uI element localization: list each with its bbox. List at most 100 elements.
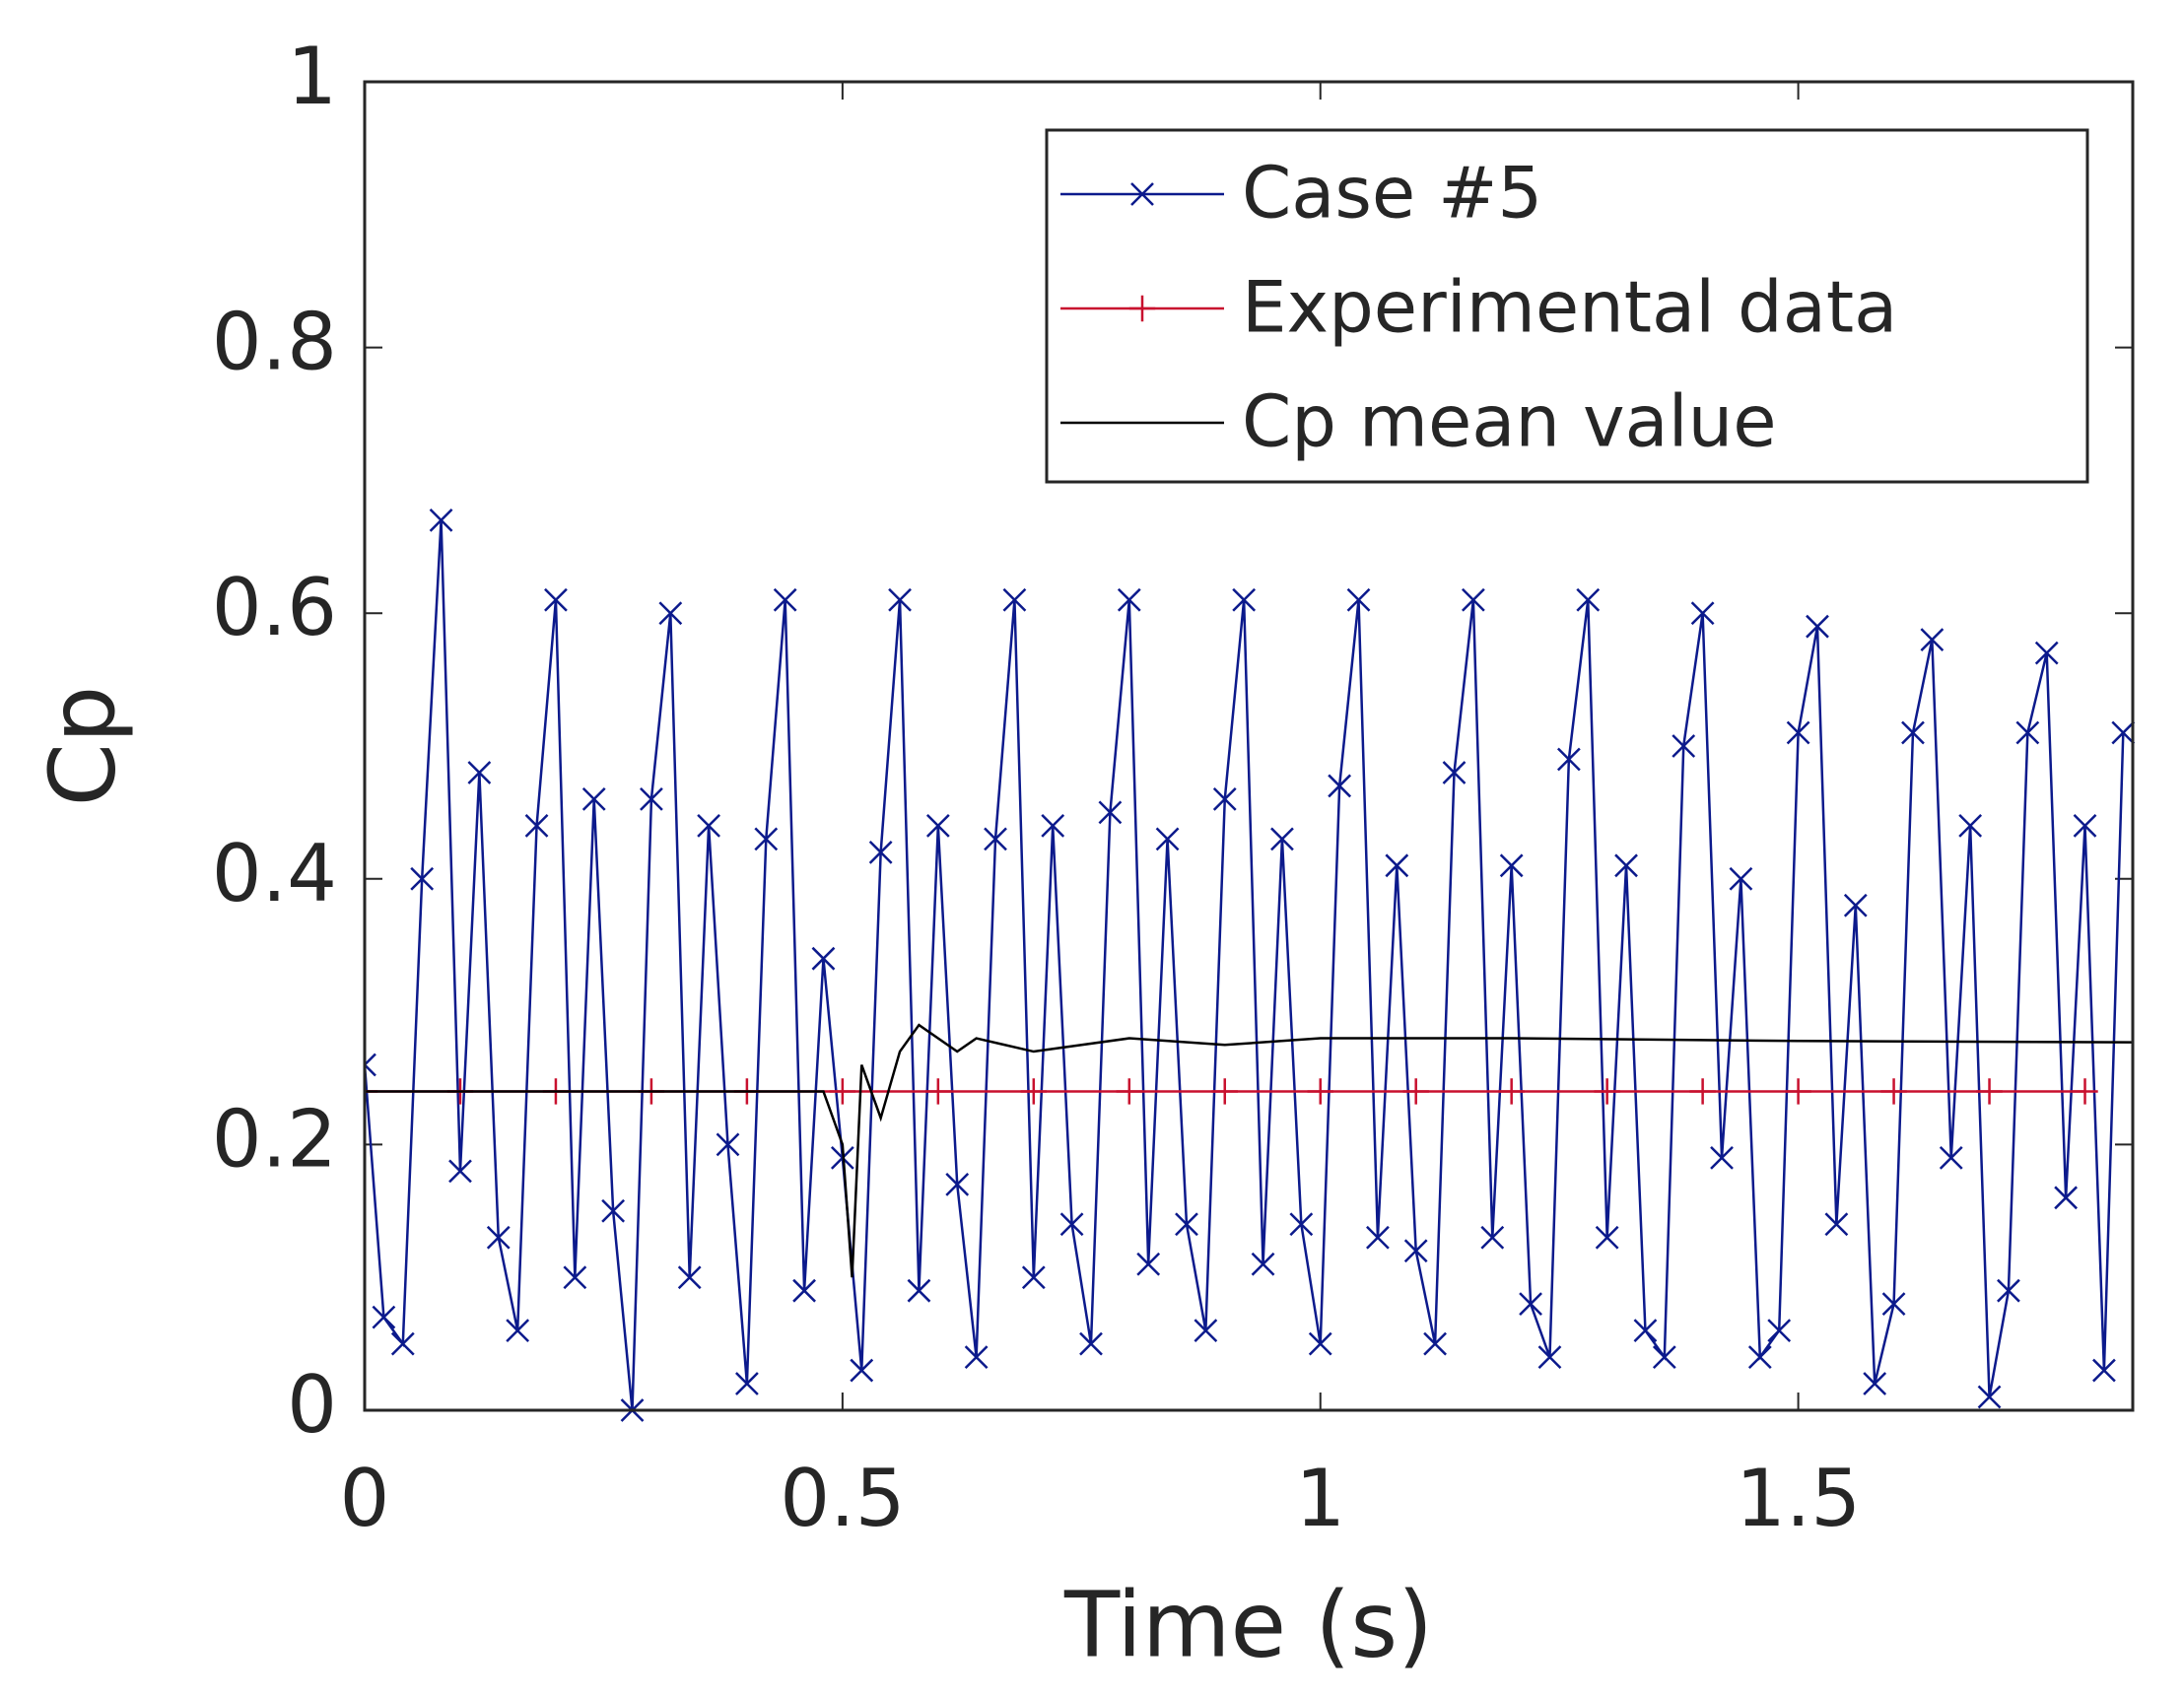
legend-label: Experimental data bbox=[1242, 266, 1897, 349]
marker bbox=[1939, 1145, 1963, 1170]
marker bbox=[640, 787, 663, 811]
series-line bbox=[365, 1023, 2134, 1278]
marker bbox=[1251, 1252, 1275, 1276]
marker bbox=[2092, 1358, 2116, 1383]
marker bbox=[1130, 182, 1154, 206]
y-tick-label: 0 bbox=[287, 1359, 337, 1451]
legend-label: Cp mean value bbox=[1242, 380, 1777, 463]
marker bbox=[1519, 1292, 1542, 1317]
marker bbox=[1710, 1145, 1734, 1170]
marker bbox=[1366, 1225, 1390, 1250]
x-axis-label: Time (s) bbox=[1063, 1572, 1433, 1677]
marker bbox=[1614, 853, 1638, 878]
marker bbox=[735, 1372, 759, 1395]
marker bbox=[1307, 1078, 1333, 1105]
marker bbox=[1175, 1212, 1198, 1237]
marker bbox=[1958, 813, 1983, 838]
marker bbox=[601, 1198, 626, 1223]
marker bbox=[1747, 1345, 1772, 1369]
marker bbox=[1194, 1319, 1218, 1343]
marker bbox=[1824, 1212, 1849, 1237]
y-tick-label: 0.4 bbox=[212, 828, 337, 919]
marker bbox=[410, 866, 435, 891]
marker bbox=[1880, 1078, 1907, 1105]
marker bbox=[1155, 827, 1180, 851]
y-tick-label: 0.2 bbox=[212, 1093, 337, 1185]
marker bbox=[1672, 734, 1696, 758]
marker bbox=[1136, 1252, 1161, 1276]
marker bbox=[907, 1278, 931, 1303]
marker bbox=[365, 1053, 376, 1077]
marker bbox=[1786, 720, 1810, 745]
marker bbox=[829, 1078, 856, 1105]
marker bbox=[2111, 720, 2136, 745]
marker bbox=[1920, 628, 1945, 652]
legend: Case #5 Experimental data Cp mean value bbox=[1045, 128, 2089, 484]
marker bbox=[2073, 813, 2097, 838]
marker bbox=[506, 1319, 530, 1343]
marker bbox=[524, 813, 549, 838]
marker bbox=[563, 1265, 587, 1290]
marker bbox=[2034, 641, 2059, 665]
marker bbox=[1041, 813, 1065, 838]
marker bbox=[1021, 1265, 1046, 1290]
marker bbox=[1633, 1319, 1658, 1343]
marker bbox=[2072, 1078, 2098, 1105]
marker bbox=[1002, 587, 1027, 612]
marker bbox=[677, 1265, 702, 1290]
marker bbox=[1480, 1225, 1505, 1250]
marker bbox=[1020, 1078, 1048, 1105]
marker bbox=[1059, 1212, 1084, 1237]
marker bbox=[486, 1225, 511, 1250]
y-tick-label: 0.6 bbox=[212, 562, 337, 653]
x-tick-label: 1 bbox=[1295, 1453, 1345, 1544]
marker bbox=[1403, 1239, 1428, 1263]
marker bbox=[1328, 774, 1352, 798]
marker bbox=[925, 813, 950, 838]
marker bbox=[1232, 587, 1257, 612]
marker bbox=[754, 827, 779, 851]
marker bbox=[850, 1358, 874, 1383]
x-tick-label: 1.5 bbox=[1736, 1453, 1861, 1544]
marker bbox=[888, 587, 912, 612]
marker bbox=[1594, 1078, 1620, 1105]
marker bbox=[1270, 827, 1294, 851]
marker bbox=[1402, 1078, 1429, 1105]
marker bbox=[1346, 587, 1371, 612]
marker bbox=[984, 827, 1007, 851]
marker bbox=[1863, 1372, 1887, 1395]
marker bbox=[1211, 1078, 1238, 1105]
y-tick-label: 0.8 bbox=[212, 297, 337, 388]
marker bbox=[1128, 295, 1156, 322]
marker bbox=[1212, 787, 1237, 811]
marker bbox=[658, 601, 683, 626]
marker bbox=[1556, 747, 1581, 772]
marker bbox=[372, 1305, 396, 1329]
marker bbox=[1843, 893, 1868, 917]
marker bbox=[1729, 866, 1753, 891]
marker bbox=[429, 508, 453, 532]
marker bbox=[1423, 1331, 1447, 1356]
marker bbox=[1442, 761, 1467, 784]
marker bbox=[1498, 1078, 1525, 1105]
marker bbox=[1079, 1331, 1103, 1356]
marker bbox=[1499, 853, 1524, 878]
marker bbox=[1689, 1078, 1716, 1105]
marker bbox=[1385, 853, 1409, 878]
marker bbox=[1976, 1078, 2003, 1105]
marker bbox=[448, 1159, 472, 1184]
marker bbox=[1117, 587, 1141, 612]
marker bbox=[773, 587, 797, 612]
marker bbox=[1997, 1278, 2020, 1303]
marker bbox=[1098, 800, 1123, 825]
marker bbox=[1537, 1345, 1562, 1369]
marker bbox=[716, 1132, 740, 1157]
marker bbox=[1690, 601, 1715, 626]
legend-label: Case #5 bbox=[1242, 152, 1542, 235]
marker bbox=[792, 1278, 816, 1303]
marker bbox=[1977, 1385, 2002, 1409]
y-axis-label: Cp bbox=[30, 686, 135, 807]
marker bbox=[2015, 720, 2040, 745]
marker bbox=[390, 1331, 415, 1356]
